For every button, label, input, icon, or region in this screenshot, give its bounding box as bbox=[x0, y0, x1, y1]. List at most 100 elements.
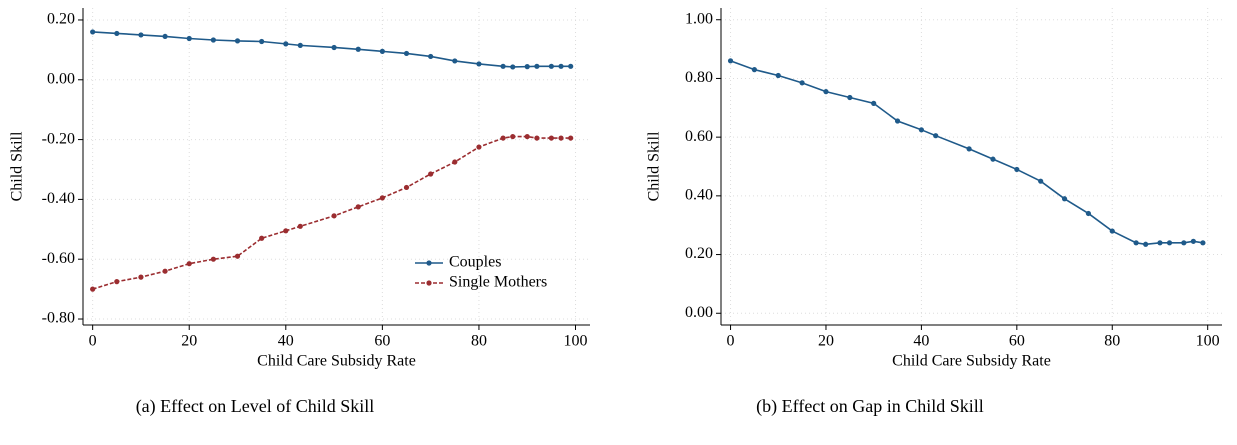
point bbox=[1157, 240, 1163, 246]
y-tick-label: 0.20 bbox=[685, 245, 713, 262]
point bbox=[355, 204, 361, 210]
x-tick-label: 20 bbox=[818, 333, 834, 350]
point bbox=[138, 274, 144, 280]
point bbox=[452, 159, 458, 165]
y-tick-label: -0.60 bbox=[42, 250, 75, 267]
x-tick-label: 40 bbox=[278, 333, 294, 350]
point bbox=[297, 42, 303, 48]
point bbox=[966, 146, 972, 152]
legend-label: Single Mothers bbox=[449, 274, 547, 291]
point bbox=[558, 63, 564, 69]
x-tick-label: 0 bbox=[89, 333, 97, 350]
y-tick-label: -0.40 bbox=[42, 190, 75, 207]
series-line bbox=[730, 60, 1204, 246]
x-axis-label: Child Care Subsidy Rate bbox=[892, 353, 1051, 370]
legend-marker bbox=[426, 260, 432, 266]
point bbox=[476, 144, 482, 150]
x-tick-label: 60 bbox=[374, 333, 390, 350]
point bbox=[727, 58, 734, 64]
point bbox=[428, 53, 434, 60]
point bbox=[1085, 210, 1091, 217]
point bbox=[568, 135, 574, 141]
legend-label: Couples bbox=[449, 254, 501, 271]
point bbox=[283, 41, 289, 47]
point bbox=[1143, 241, 1149, 247]
point bbox=[568, 63, 574, 69]
x-axis-label: Child Care Subsidy Rate bbox=[257, 353, 416, 370]
point bbox=[548, 63, 554, 69]
y-axis-label: Child Skill bbox=[9, 131, 26, 201]
point bbox=[1166, 240, 1173, 246]
y-tick-label: 0.80 bbox=[685, 69, 713, 86]
point bbox=[751, 67, 758, 73]
point bbox=[534, 135, 540, 141]
point bbox=[1038, 178, 1044, 184]
point bbox=[476, 61, 482, 67]
point bbox=[933, 133, 939, 139]
point bbox=[1014, 166, 1020, 173]
point bbox=[452, 58, 458, 64]
point bbox=[1109, 228, 1115, 234]
point bbox=[524, 133, 530, 140]
point bbox=[186, 35, 192, 42]
y-tick-label: 0.40 bbox=[685, 187, 713, 204]
y-axis-label: Child Skill bbox=[646, 131, 663, 201]
point bbox=[210, 37, 216, 43]
point bbox=[90, 29, 96, 35]
point bbox=[524, 64, 530, 70]
point bbox=[90, 286, 96, 292]
y-tick-label: 0.60 bbox=[685, 128, 713, 145]
point bbox=[1133, 240, 1139, 246]
point bbox=[775, 72, 781, 79]
y-tick-label: 0.20 bbox=[47, 11, 75, 28]
point bbox=[823, 89, 829, 95]
point bbox=[500, 135, 506, 141]
y-tick-label: 0.00 bbox=[685, 304, 713, 321]
point bbox=[510, 133, 516, 140]
y-tick-label: -0.20 bbox=[42, 130, 75, 147]
point bbox=[259, 38, 265, 45]
point bbox=[534, 63, 540, 69]
point bbox=[186, 261, 192, 267]
point bbox=[1190, 238, 1196, 244]
point bbox=[283, 228, 289, 234]
point bbox=[548, 135, 554, 141]
y-tick-label: 0.00 bbox=[47, 70, 75, 87]
point bbox=[428, 171, 434, 177]
caption: (b) Effect on Gap in Child Skill bbox=[756, 396, 984, 417]
x-tick-label: 40 bbox=[913, 333, 929, 350]
point bbox=[918, 127, 925, 133]
point bbox=[1181, 240, 1187, 246]
y-tick-label: 1.00 bbox=[685, 10, 713, 27]
point bbox=[894, 118, 901, 124]
x-tick-label: 80 bbox=[1104, 333, 1120, 350]
point bbox=[114, 279, 120, 285]
point bbox=[510, 64, 516, 70]
point bbox=[162, 268, 168, 274]
x-tick-label: 80 bbox=[471, 333, 487, 350]
point bbox=[500, 63, 506, 69]
point bbox=[162, 33, 168, 40]
point bbox=[331, 213, 337, 219]
x-tick-label: 20 bbox=[181, 333, 197, 350]
x-tick-label: 60 bbox=[1009, 333, 1025, 350]
x-tick-label: 100 bbox=[1196, 333, 1220, 350]
caption: (a) Effect on Level of Child Skill bbox=[136, 396, 375, 417]
point bbox=[114, 30, 120, 37]
point bbox=[799, 80, 805, 86]
point bbox=[990, 156, 996, 162]
point bbox=[558, 135, 564, 141]
x-tick-label: 100 bbox=[564, 333, 588, 350]
point bbox=[1061, 196, 1068, 202]
point bbox=[331, 44, 337, 51]
point bbox=[355, 46, 361, 52]
point bbox=[403, 50, 410, 57]
point bbox=[234, 253, 241, 259]
point bbox=[234, 38, 241, 44]
point bbox=[379, 195, 385, 201]
point bbox=[871, 100, 877, 106]
point bbox=[847, 94, 853, 101]
point bbox=[297, 223, 303, 229]
point bbox=[138, 32, 144, 38]
